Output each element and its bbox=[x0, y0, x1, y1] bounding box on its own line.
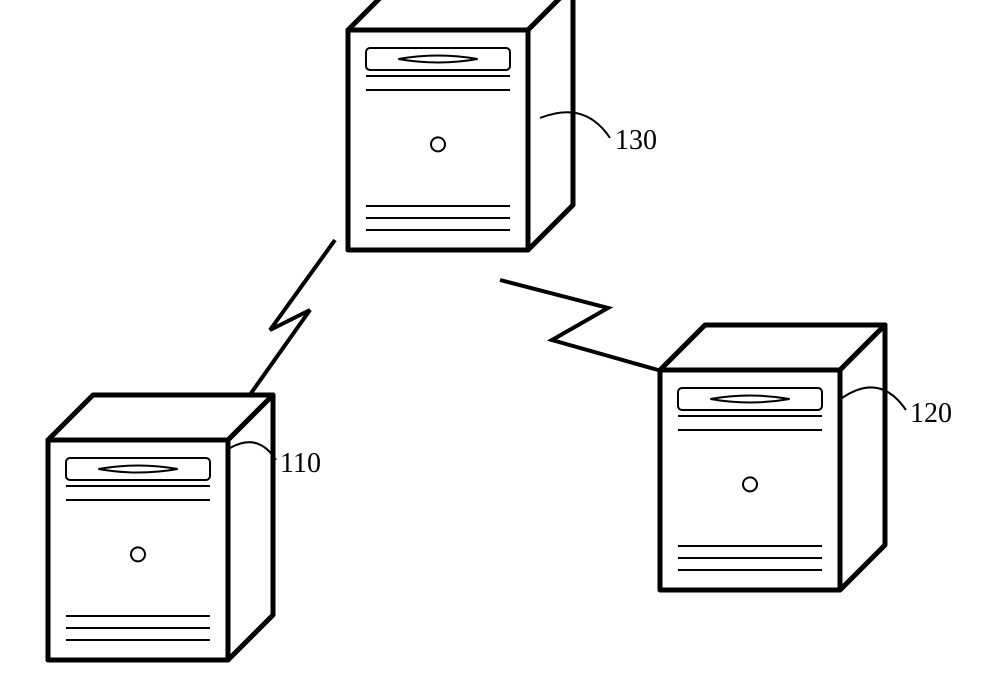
server-130-label: 130 bbox=[615, 125, 657, 157]
server-120-label: 120 bbox=[910, 398, 952, 430]
diagram-canvas: 110 120 130 bbox=[0, 0, 1000, 697]
svg-layer bbox=[0, 0, 1000, 697]
server-130 bbox=[348, 0, 573, 250]
server-110-label: 110 bbox=[280, 448, 321, 480]
server-120 bbox=[660, 325, 885, 590]
server-110 bbox=[48, 395, 273, 660]
link-130-120 bbox=[500, 280, 658, 370]
